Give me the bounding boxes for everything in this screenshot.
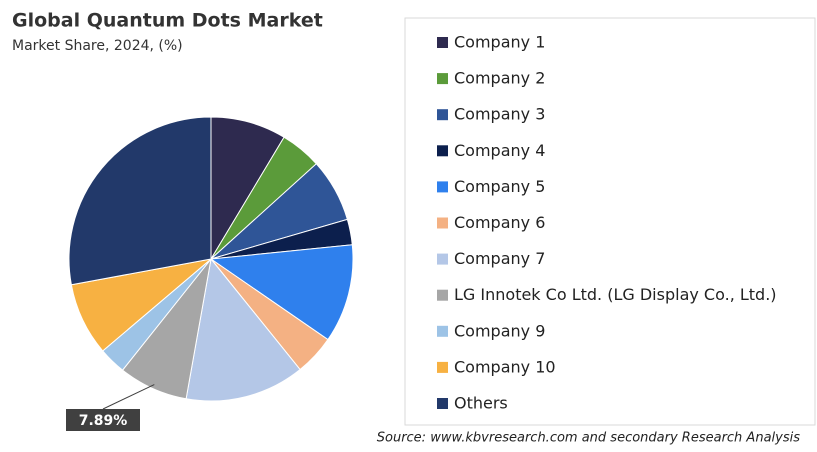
- label-leader: [102, 384, 155, 410]
- legend-swatch: [437, 145, 448, 157]
- chart-title: Global Quantum Dots Market: [12, 10, 323, 32]
- legend-swatch: [437, 253, 448, 265]
- legend-swatch: [437, 398, 448, 409]
- legend-label: LG Innotek Co Ltd. (LG Display Co., Ltd.…: [454, 285, 777, 304]
- legend-label: Company 3: [454, 105, 545, 124]
- legend-swatch: [437, 73, 448, 85]
- legend-swatch: [437, 361, 448, 373]
- legend-label: Company 5: [454, 177, 545, 196]
- legend-label: Company 7: [454, 249, 545, 268]
- legend-swatch: [437, 325, 448, 337]
- legend-swatch: [437, 289, 448, 301]
- legend-label: Company 4: [454, 141, 545, 160]
- source-note: Source: www.kbvresearch.com and secondar…: [377, 431, 800, 446]
- legend-box: [404, 17, 816, 426]
- pie-slice: [185, 257, 301, 402]
- legend-label: Company 2: [454, 69, 545, 88]
- legend-label: Company 1: [454, 33, 545, 52]
- legend-label: Others: [454, 394, 508, 413]
- legend-swatch: [437, 217, 448, 229]
- legend-label: Company 10: [454, 357, 556, 376]
- chart-subtitle: Market Share, 2024, (%): [12, 38, 183, 54]
- pie-slice: [68, 116, 212, 286]
- legend-swatch: [437, 109, 448, 121]
- pie-slice: [209, 244, 354, 341]
- legend-swatch: [437, 181, 448, 193]
- legend-label: Company 9: [454, 321, 545, 340]
- legend-swatch: [437, 37, 448, 48]
- data-label-box: [66, 409, 140, 431]
- legend-label: Company 6: [454, 213, 545, 232]
- data-label: 7.89%: [79, 413, 128, 429]
